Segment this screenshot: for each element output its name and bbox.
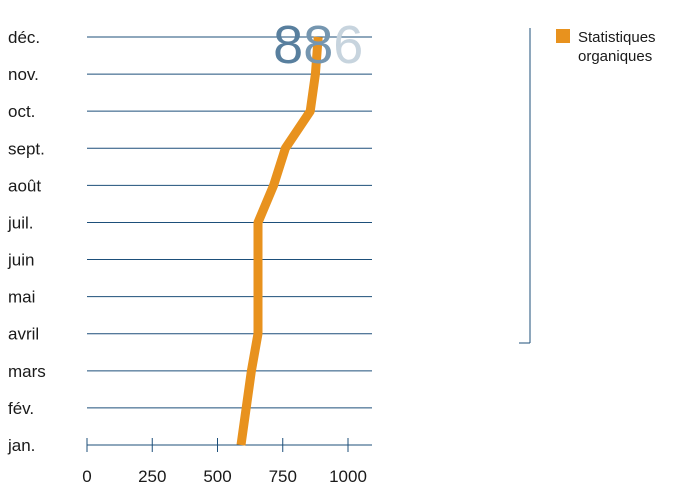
category-label: mai xyxy=(8,288,35,307)
category-label: oct. xyxy=(8,102,35,121)
legend: Statistiques organiques xyxy=(519,28,656,344)
x-tick-label: 750 xyxy=(269,467,297,486)
legend-swatch xyxy=(556,29,570,43)
category-label: nov. xyxy=(8,65,39,84)
legend-label-line-2: organiques xyxy=(578,48,652,65)
category-label: sept. xyxy=(8,139,45,158)
series-line xyxy=(236,36,323,446)
category-label: juin xyxy=(7,251,34,270)
category-label: fév. xyxy=(8,399,34,418)
category-label: avril xyxy=(8,325,39,344)
category-label: mars xyxy=(8,362,46,381)
x-tick-label: 1000 xyxy=(329,467,367,486)
category-label: juil. xyxy=(7,213,34,232)
series-lines xyxy=(236,36,323,446)
x-tick-label: 0 xyxy=(82,467,91,486)
gridlines xyxy=(87,36,372,446)
category-label: déc. xyxy=(8,28,40,47)
x-tick-label: 500 xyxy=(203,467,231,486)
x-tick-label: 250 xyxy=(138,467,166,486)
value-label: 886 xyxy=(273,15,363,75)
legend-label-line-1: Statistiques xyxy=(578,29,656,46)
category-label: août xyxy=(8,176,41,195)
x-axis: 0 250 500 750 1000 xyxy=(82,438,367,486)
category-label: jan. xyxy=(7,436,35,455)
category-labels: jan. fév. mars avril mai juin juil. août sept. oc… xyxy=(7,28,46,455)
value-label-text: 886 xyxy=(273,15,363,75)
